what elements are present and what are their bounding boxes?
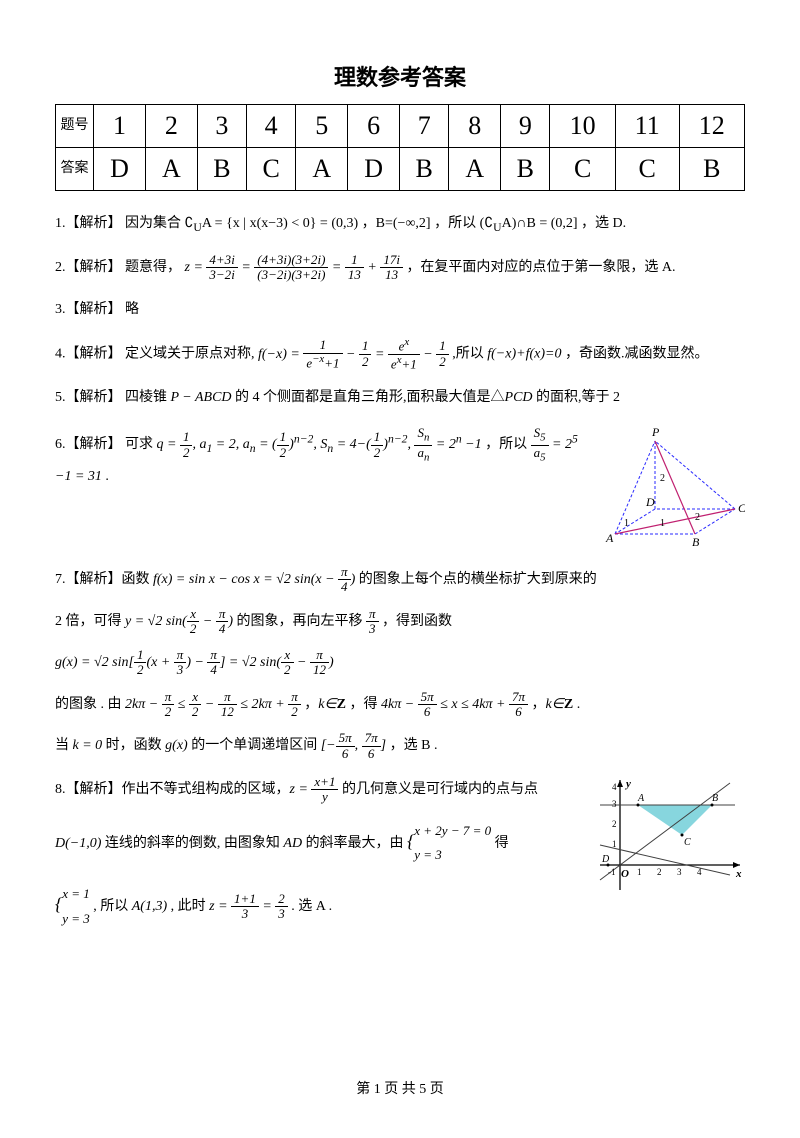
- svg-text:A: A: [605, 531, 614, 545]
- svg-text:B: B: [712, 793, 718, 804]
- solution-8: -1 1 2 3 4 1 2 3 4 x y O A B C D: [55, 775, 745, 931]
- svg-text:2: 2: [612, 819, 617, 829]
- svg-text:C: C: [738, 501, 745, 515]
- svg-text:1: 1: [624, 518, 629, 529]
- solution-3: 3.【解析】 略: [55, 297, 745, 324]
- pyramid-icon: P A B C D 1 1 2 2: [600, 426, 745, 551]
- cell: 9: [501, 105, 550, 148]
- formula2: f(−x)+f(x)=0: [487, 347, 561, 362]
- label: 2.【解析】: [55, 260, 122, 275]
- cell: A: [145, 148, 197, 191]
- cell: 4: [247, 105, 296, 148]
- formula: z = 4+3i3−2i = (4+3i)(3+2i)(3−2i)(3+2i) …: [185, 260, 407, 275]
- label: 4.【解析】: [55, 347, 122, 362]
- svg-text:x: x: [735, 868, 742, 880]
- cell: 12: [679, 105, 745, 148]
- prefix: 定义域关于原点对称,: [125, 347, 255, 362]
- cell: 5: [296, 105, 348, 148]
- svg-text:O: O: [621, 868, 629, 880]
- svg-text:2: 2: [657, 867, 662, 877]
- svg-text:-1: -1: [608, 867, 616, 877]
- cell: 7: [400, 105, 449, 148]
- row-header-num: 题号: [56, 105, 94, 148]
- svg-text:4: 4: [697, 867, 702, 877]
- line: 2 倍，可得 y = √2 sin(x2 − π4) 的图象，再向左平移 π3 …: [55, 607, 745, 637]
- line: 的图象 . 由 2kπ − π2 ≤ x2 − π12 ≤ 2kπ + π2 ，…: [55, 690, 745, 720]
- svg-text:4: 4: [612, 782, 617, 792]
- svg-text:1: 1: [637, 867, 642, 877]
- cell: 10: [550, 105, 615, 148]
- suffix: ，奇函数.减函数显然。: [565, 347, 709, 362]
- svg-text:1: 1: [660, 518, 665, 529]
- solution-7: 7.【解析】函数 f(x) = sin x − cos x = √2 sin(x…: [55, 565, 745, 761]
- svg-text:2: 2: [695, 512, 700, 523]
- cell: B: [197, 148, 246, 191]
- page-title: 理数参考答案: [55, 60, 745, 92]
- body: 可求 q = 12, a1 = 2, an = (12)n−2, Sn = 4−…: [55, 437, 578, 484]
- cell: C: [550, 148, 615, 191]
- svg-text:D: D: [601, 854, 610, 865]
- cell: 11: [615, 105, 679, 148]
- page-footer: 第 1 页 共 5 页: [0, 1078, 800, 1098]
- line: g(x) = √2 sin[12(x + π3) − π4] = √2 sin(…: [55, 648, 745, 678]
- row-header-ans: 答案: [56, 148, 94, 191]
- solution-4: 4.【解析】 定义域关于原点对称, f(−x) = 1e−x+1 − 12 = …: [55, 337, 745, 371]
- svg-text:B: B: [692, 535, 700, 549]
- body: 略: [125, 302, 139, 317]
- solution-1: 1.【解析】 因为集合 ∁UA = {x | x(x−3) < 0} = (0,…: [55, 211, 745, 239]
- svg-text:y: y: [624, 778, 631, 790]
- line: 7.【解析】函数 f(x) = sin x − cos x = √2 sin(x…: [55, 565, 745, 595]
- svg-text:P: P: [651, 426, 660, 439]
- svg-text:1: 1: [612, 839, 617, 849]
- cell: 1: [94, 105, 146, 148]
- cell: B: [501, 148, 550, 191]
- label: 6.【解析】: [55, 437, 122, 452]
- cell: D: [94, 148, 146, 191]
- formula: f(−x) = 1e−x+1 − 12 = exex+1 − 12: [258, 347, 452, 362]
- cell: C: [247, 148, 296, 191]
- svg-text:3: 3: [677, 867, 682, 877]
- table-row-answers: 答案 D A B C A D B A B C C B: [56, 148, 745, 191]
- svg-text:C: C: [684, 837, 691, 848]
- suffix: ，在复平面内对应的点位于第一象限，选 A.: [406, 260, 675, 275]
- svg-text:A: A: [637, 793, 645, 804]
- label: 5.【解析】: [55, 390, 122, 405]
- feasible-region-chart: -1 1 2 3 4 1 2 3 4 x y O A B C D: [590, 775, 745, 895]
- solution-2: 2.【解析】 题意得， z = 4+3i3−2i = (4+3i)(3+2i)(…: [55, 253, 745, 283]
- solution-5: 5.【解析】 四棱锥 P − ABCD 的 4 个侧面都是直角三角形,面积最大值…: [55, 385, 745, 412]
- svg-text:D: D: [645, 495, 655, 509]
- cell: B: [400, 148, 449, 191]
- table-row-numbers: 题号 1 2 3 4 5 6 7 8 9 10 11 12: [56, 105, 745, 148]
- cell: 8: [449, 105, 501, 148]
- prefix: 题意得，: [125, 260, 181, 275]
- cell: D: [348, 148, 400, 191]
- mid: ,所以: [452, 347, 484, 362]
- cell: 3: [197, 105, 246, 148]
- solution-6: P A B C D 1 1 2 2 6.【解析】 可求 q = 12, a1 =…: [55, 426, 745, 551]
- label: 1.【解析】: [55, 216, 122, 231]
- line: 当 k = 0 时，函数 g(x) 的一个单调递增区间 [−5π6, 7π6] …: [55, 731, 745, 761]
- cell: A: [296, 148, 348, 191]
- cell: 2: [145, 105, 197, 148]
- svg-text:3: 3: [612, 799, 617, 809]
- cell: 6: [348, 105, 400, 148]
- cell: A: [449, 148, 501, 191]
- label: 3.【解析】: [55, 302, 122, 317]
- cell: C: [615, 148, 679, 191]
- answer-table: 题号 1 2 3 4 5 6 7 8 9 10 11 12 答案 D A B C…: [55, 104, 745, 191]
- body: 因为集合 ∁UA = {x | x(x−3) < 0} = (0,3) ，B=(…: [125, 216, 626, 231]
- svg-text:2: 2: [660, 473, 665, 484]
- body: 四棱锥 P − ABCD 的 4 个侧面都是直角三角形,面积最大值是△PCD 的…: [125, 390, 620, 405]
- cell: B: [679, 148, 745, 191]
